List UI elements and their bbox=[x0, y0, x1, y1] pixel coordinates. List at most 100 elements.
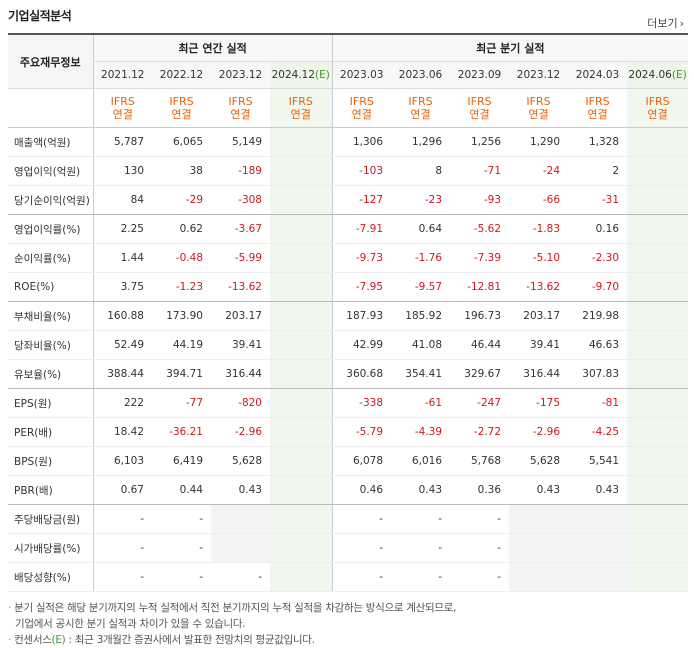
table-cell: - bbox=[331, 533, 392, 563]
row-label: 영업이익률(%) bbox=[8, 214, 93, 244]
table-cell: -3.67 bbox=[211, 214, 270, 244]
consolidated-label: 연결 bbox=[528, 108, 549, 121]
section-title: 기업실적분석 bbox=[8, 9, 72, 23]
note-estimate-mark: (E) bbox=[51, 634, 66, 646]
table-cell: -127 bbox=[331, 185, 392, 215]
note-bullet-2: · bbox=[8, 634, 12, 646]
note-line-3-rest: : 최근 3개월간 증권사에서 발표한 전망치의 평균값입니다. bbox=[68, 634, 315, 646]
table-cell: 0.44 bbox=[152, 475, 211, 505]
table-cell: 0.36 bbox=[450, 475, 510, 505]
table-cell: 44.19 bbox=[152, 330, 211, 360]
row-label: 시가배당률(%) bbox=[8, 533, 93, 563]
table-cell bbox=[627, 243, 689, 273]
ifrs-cell: IFRS 연결 bbox=[509, 88, 569, 128]
more-label: 더보기 bbox=[647, 17, 678, 30]
table-cell: 42.99 bbox=[331, 330, 392, 360]
table-cell: 52.49 bbox=[92, 330, 152, 360]
period-header: 2023.03 bbox=[331, 61, 392, 89]
row-label: 순이익률(%) bbox=[8, 243, 93, 273]
table-cell: - bbox=[92, 533, 152, 563]
row-label: PER(배) bbox=[8, 417, 93, 447]
group-quarter: 최근 분기 실적 bbox=[331, 34, 689, 62]
table-cell bbox=[509, 533, 569, 563]
table-cell bbox=[270, 562, 333, 592]
table-cell: -103 bbox=[331, 156, 392, 186]
ifrs-cell: IFRS 연결 bbox=[92, 88, 152, 128]
table-cell: -2.30 bbox=[568, 243, 628, 273]
period-label: 2023.12 bbox=[218, 69, 263, 81]
table-cell: 316.44 bbox=[211, 359, 270, 389]
table-cell: - bbox=[450, 533, 510, 563]
ifrs-cell: IFRS 연결 bbox=[152, 88, 211, 128]
table-cell: -23 bbox=[391, 185, 451, 215]
table-cell: - bbox=[92, 504, 152, 534]
table-cell: 388.44 bbox=[92, 359, 152, 389]
table-cell bbox=[270, 330, 333, 360]
table-cell: 6,078 bbox=[331, 446, 392, 476]
table-cell bbox=[568, 504, 628, 534]
period-header: 2023.06 bbox=[391, 61, 451, 89]
consolidated-label: 연결 bbox=[469, 108, 490, 121]
table-row: 영업이익률(%) 2.25 0.62 -3.67 -7.91 0.64 -5.62 -1.83… bbox=[8, 214, 689, 244]
row-label: 주당배당금(원) bbox=[8, 504, 93, 534]
table-cell: -820 bbox=[211, 388, 270, 418]
table-cell: 160.88 bbox=[92, 301, 152, 331]
ifrs-label: IFRS bbox=[228, 95, 253, 108]
table-row: 순이익률(%) 1.44 -0.48 -5.99 -9.73 -1.76 -7.39 -5.1… bbox=[8, 243, 689, 273]
period-header: 2023.12 bbox=[509, 61, 569, 89]
table-cell: -29 bbox=[152, 185, 211, 215]
table-cell: 6,016 bbox=[391, 446, 451, 476]
consolidated-label: 연결 bbox=[647, 108, 668, 121]
table-cell: 0.64 bbox=[391, 214, 451, 244]
row-label: 당좌비율(%) bbox=[8, 330, 93, 360]
table-cell: 5,628 bbox=[211, 446, 270, 476]
period-header: 2022.12 bbox=[152, 61, 211, 89]
table-cell: 1,296 bbox=[391, 127, 451, 157]
table-cell: 1.44 bbox=[92, 243, 152, 273]
table-row: 당기순이익(억원) 84 -29 -308 -127 -23 -93 -66 -31 bbox=[8, 185, 689, 215]
table-cell bbox=[509, 504, 569, 534]
consolidated-label: 연결 bbox=[410, 108, 431, 121]
table-cell: 0.43 bbox=[211, 475, 270, 505]
table-row: PBR(배) 0.67 0.44 0.43 0.46 0.43 0.36 0.43 0.43 bbox=[8, 475, 689, 505]
table-cell: -4.25 bbox=[568, 417, 628, 447]
table-cell bbox=[627, 156, 689, 186]
period-header: 2024.03 bbox=[568, 61, 628, 89]
table-cell bbox=[270, 272, 333, 302]
table-cell: -338 bbox=[331, 388, 392, 418]
table-cell: -24 bbox=[509, 156, 569, 186]
table-cell: 329.67 bbox=[450, 359, 510, 389]
table-cell bbox=[270, 214, 333, 244]
row-label: ROE(%) bbox=[8, 272, 93, 302]
table-cell bbox=[627, 504, 689, 534]
table-cell bbox=[270, 504, 333, 534]
table-cell: - bbox=[391, 562, 451, 592]
table-cell: 5,787 bbox=[92, 127, 152, 157]
more-link[interactable]: 더보기 › bbox=[647, 15, 684, 31]
table-cell bbox=[627, 359, 689, 389]
table-cell bbox=[509, 562, 569, 592]
table-cell: -7.95 bbox=[331, 272, 392, 302]
ifrs-cell: IFRS 연결 bbox=[331, 88, 392, 128]
table-row: EPS(원) 222 -77 -820 -338 -61 -247 -175 -81 bbox=[8, 388, 689, 418]
table-cell bbox=[627, 301, 689, 331]
note-line-2: 기업에서 공시한 분기 실적과 차이가 있을 수 있습니다. bbox=[15, 618, 246, 630]
table-cell: - bbox=[391, 504, 451, 534]
note-line-1: 분기 실적은 해당 분기까지의 누적 실적에서 직전 분기까지의 누적 실적을 … bbox=[14, 602, 457, 614]
table-cell: 203.17 bbox=[211, 301, 270, 331]
table-cell: 5,149 bbox=[211, 127, 270, 157]
chevron-right-icon: › bbox=[679, 17, 684, 30]
consolidated-label: 연결 bbox=[112, 108, 133, 121]
table-cell bbox=[270, 475, 333, 505]
period-header: 2024.06(E) bbox=[627, 61, 689, 89]
table-cell: 0.67 bbox=[92, 475, 152, 505]
table-cell: -1.76 bbox=[391, 243, 451, 273]
period-label: 2022.12 bbox=[159, 69, 204, 81]
table-cell: -9.57 bbox=[391, 272, 451, 302]
period-header: 2023.12 bbox=[211, 61, 270, 89]
consolidated-label: 연결 bbox=[290, 108, 311, 121]
ifrs-label: IFRS bbox=[288, 95, 313, 108]
ifrs-cell: IFRS 연결 bbox=[211, 88, 270, 128]
row-label: 매출액(억원) bbox=[8, 127, 93, 157]
table-cell: 1,328 bbox=[568, 127, 628, 157]
